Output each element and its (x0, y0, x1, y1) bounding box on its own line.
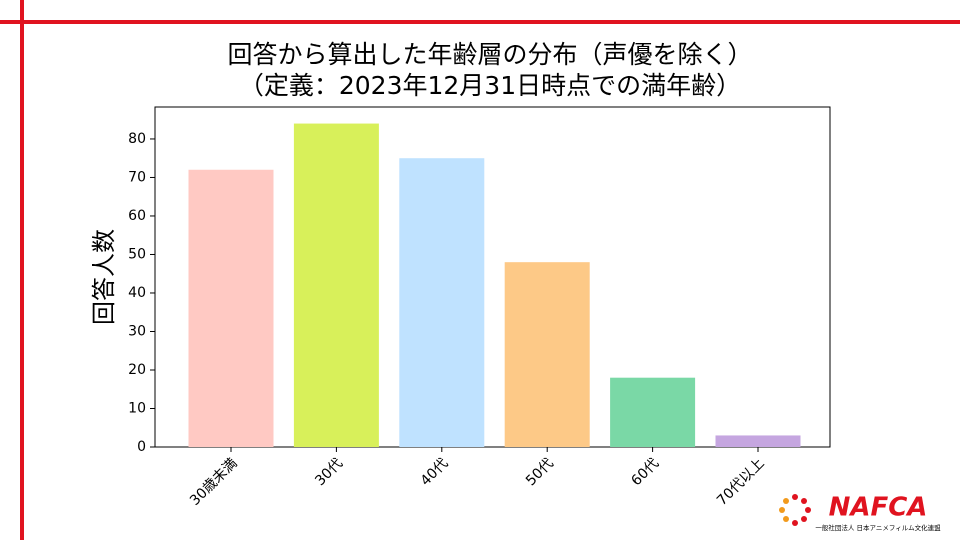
y-tick-label: 60 (128, 208, 146, 224)
red-rule (20, 0, 24, 540)
y-tick-label: 50 (128, 246, 146, 262)
y-tick-label: 40 (128, 285, 146, 301)
logo-dot (792, 520, 798, 526)
bar (715, 435, 801, 447)
y-tick-label: 20 (128, 362, 146, 378)
x-tick-label: 60代 (628, 455, 662, 489)
x-tick-label: 30歳未満 (187, 455, 241, 509)
logo-dot (779, 507, 785, 513)
x-tick-label: 70代以上 (714, 455, 768, 509)
logo: NAFCA 一般社団法人 日本アニメフィルム文化連盟 (779, 493, 941, 532)
y-tick-label: 10 (128, 400, 146, 416)
bar (399, 158, 485, 447)
chart-subtitle: （定義：2023年12月31日時点での満年齢） (239, 71, 741, 100)
x-tick-label: 50代 (523, 455, 557, 489)
y-tick-label: 80 (128, 131, 146, 147)
bar (188, 169, 274, 447)
bar (293, 123, 379, 447)
logo-dot (801, 498, 807, 504)
x-tick-label: 30代 (312, 455, 346, 489)
y-tick-label: 70 (128, 169, 146, 185)
chart-title: 回答から算出した年齢層の分布（声優を除く） (227, 40, 752, 69)
logo-dot (805, 507, 811, 513)
logo-org: 一般社団法人 日本アニメフィルム文化連盟 (815, 523, 941, 532)
logo-name: NAFCA (829, 493, 928, 523)
logo-dot (783, 516, 789, 522)
y-axis-label: 回答人数 (90, 229, 118, 325)
plot-frame (154, 106, 831, 448)
logo-dot (783, 498, 789, 504)
bar (610, 377, 696, 447)
y-tick-label: 30 (128, 323, 146, 339)
logo-dot (792, 494, 798, 500)
red-rule (0, 20, 960, 24)
y-tick-label: 0 (137, 439, 146, 455)
x-tick-label: 40代 (418, 455, 452, 489)
bar (504, 262, 590, 447)
logo-dot (801, 516, 807, 522)
